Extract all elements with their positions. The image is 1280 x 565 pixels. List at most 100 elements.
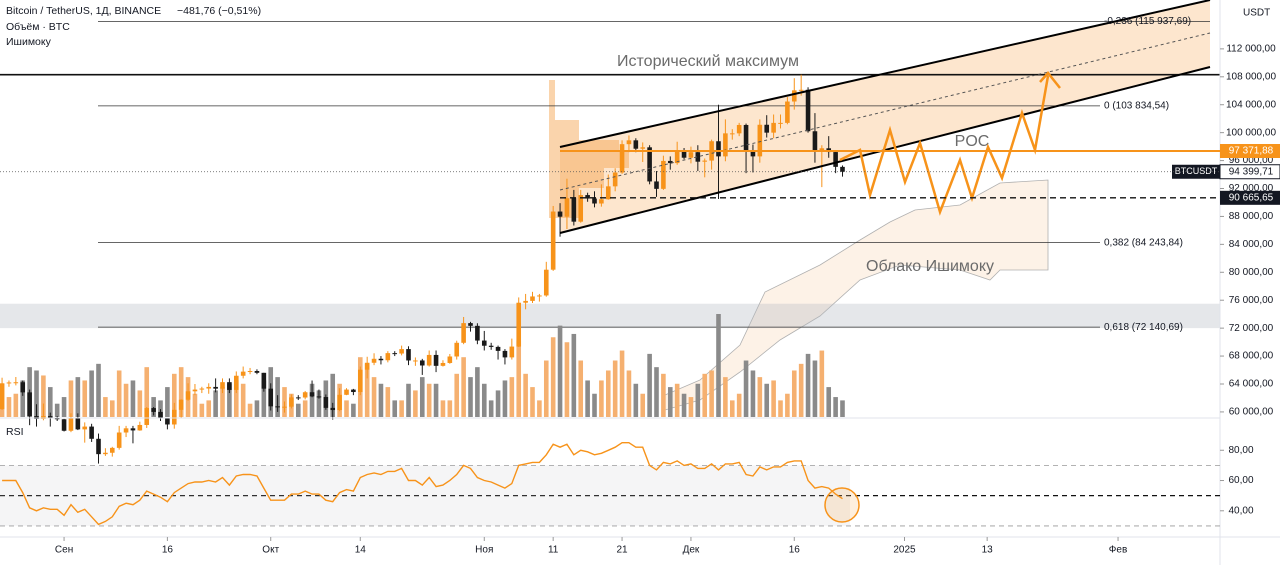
- candle-body: [47, 416, 53, 419]
- candle-body: [233, 375, 239, 390]
- volume-bar: [798, 363, 804, 417]
- x-tick-label: 16: [162, 545, 174, 556]
- volume-bar: [550, 337, 556, 417]
- candle-body: [82, 426, 88, 430]
- volume-bar: [667, 387, 673, 417]
- candle-body: [778, 122, 783, 124]
- candle-body: [13, 382, 19, 384]
- volume-bar: [171, 373, 177, 417]
- candle-body: [736, 124, 742, 134]
- y-tick-label: 96 000,00: [1229, 155, 1274, 166]
- rsi-label: RSI: [6, 426, 24, 438]
- volume-bar: [96, 363, 101, 417]
- candle-body: [578, 195, 584, 222]
- volume-bar: [702, 373, 708, 417]
- volume-bar: [468, 377, 473, 417]
- volume-bar: [695, 383, 701, 417]
- candle-body: [282, 406, 287, 408]
- y-tick-label: 68 000,00: [1229, 351, 1274, 362]
- change: −481,76 (−0,51%): [177, 5, 261, 17]
- candle-body: [695, 152, 701, 162]
- volume-bar: [743, 360, 749, 417]
- candle-body: [385, 353, 391, 361]
- candle-body: [220, 382, 225, 389]
- volume-bar: [481, 383, 487, 417]
- candle-body: [571, 198, 577, 222]
- candle-body: [123, 428, 129, 433]
- volume-bar: [240, 383, 246, 417]
- volume-bar: [399, 400, 404, 417]
- volume-bar: [605, 370, 611, 417]
- volume-bar: [254, 400, 260, 417]
- candle-body: [502, 350, 508, 358]
- volume-bar: [785, 393, 790, 417]
- volume-bar: [213, 390, 218, 417]
- volume-bar: [6, 397, 12, 417]
- candle-body: [323, 397, 329, 408]
- volume-bar: [564, 342, 570, 417]
- candle-body: [468, 323, 473, 326]
- volume-bar: [137, 390, 143, 417]
- candle-body: [557, 211, 563, 217]
- volume-bar: [716, 314, 721, 417]
- candle-body: [61, 419, 67, 431]
- candle-body: [171, 409, 177, 425]
- candle-body: [481, 340, 487, 346]
- candle-body: [674, 150, 680, 164]
- candle-body: [764, 124, 770, 133]
- candle-body: [791, 90, 797, 102]
- volume-bar: [192, 393, 198, 417]
- candle-body: [116, 432, 122, 448]
- volume-bar: [537, 400, 542, 417]
- volume-bar: [54, 403, 60, 417]
- price-pane: [0, 74, 845, 464]
- volume-bar: [592, 393, 597, 417]
- candle-body: [275, 406, 280, 408]
- candle-body: [543, 269, 549, 296]
- candle-body: [144, 408, 150, 425]
- candle-body: [495, 346, 501, 351]
- volume-bar: [805, 353, 811, 417]
- y-tick-label: 92 000,00: [1229, 183, 1274, 194]
- candle-body: [109, 447, 115, 453]
- volume-bar: [530, 387, 535, 417]
- volume-bar: [261, 380, 267, 417]
- rsi-line: [2, 442, 843, 526]
- y-tick-label: 80 000,00: [1229, 267, 1274, 278]
- candle-body: [530, 296, 535, 301]
- candle-body: [440, 362, 446, 366]
- volume-bar: [227, 383, 232, 417]
- volume-bar: [426, 383, 432, 417]
- overlays: -0,236 (115 937,69) 0 (103 834,54) 0,382 (…: [0, 0, 1220, 523]
- candle-body: [158, 411, 163, 418]
- volume-bar: [392, 400, 398, 417]
- candle-body: [178, 399, 184, 410]
- volume-bar: [103, 397, 108, 417]
- cloud-label: Облако Ишимоку: [866, 258, 994, 275]
- candle-body: [130, 428, 136, 431]
- symbol-box: [1172, 164, 1220, 179]
- volume-bar: [819, 350, 825, 417]
- volume-bar: [344, 400, 349, 417]
- volume-bar: [233, 380, 239, 417]
- candle-body: [254, 371, 260, 373]
- candle-body: [640, 147, 646, 149]
- candle-body: [433, 354, 439, 366]
- candle-body: [447, 356, 453, 363]
- y-tick-label: 104 000,00: [1226, 99, 1276, 110]
- candle-body: [605, 186, 611, 200]
- x-tick-label: 16: [789, 545, 801, 556]
- support-price-box: [1220, 190, 1280, 205]
- candle-body: [654, 181, 659, 189]
- volume-bar: [116, 370, 122, 417]
- candle-body: [392, 353, 398, 355]
- x-tick-label: 13: [982, 545, 994, 556]
- forecast-arrow: [1039, 71, 1061, 89]
- candle-body: [199, 388, 205, 390]
- volume-bar: [199, 403, 205, 417]
- volume-bar: [736, 393, 742, 417]
- candle-body: [371, 358, 377, 363]
- candle-body: [406, 349, 411, 361]
